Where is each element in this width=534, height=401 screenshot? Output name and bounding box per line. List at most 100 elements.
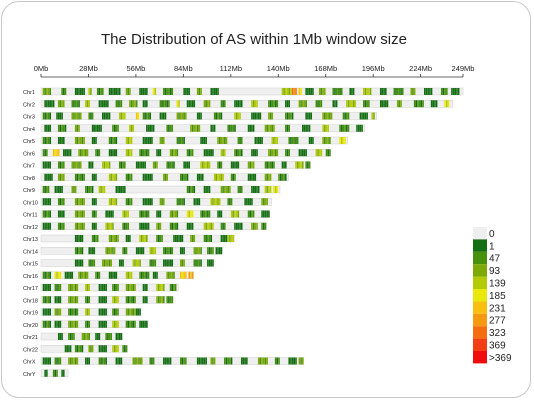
window-cell: [88, 161, 90, 169]
window-cell: [152, 271, 155, 279]
window-cell: [66, 149, 68, 157]
window-cell: [151, 137, 153, 144]
chromosome-label: Chr14: [23, 249, 38, 255]
window-cell: [444, 100, 446, 108]
window-cell: [242, 357, 245, 365]
window-cell: [273, 149, 275, 157]
window-cell: [273, 137, 275, 144]
x-tick-label: 196Mb: [362, 64, 385, 73]
window-cell: [129, 149, 131, 157]
chromosome-row: Chr2: [23, 100, 454, 108]
window-cell: [171, 149, 174, 157]
window-cell: [179, 198, 182, 206]
window-cell: [202, 210, 204, 218]
window-cell: [202, 357, 204, 365]
window-cell: [254, 149, 257, 157]
window-cell: [254, 112, 257, 120]
window-cell: [159, 222, 162, 230]
window-cell: [91, 259, 94, 267]
window-cell: [261, 137, 263, 144]
window-cell: [129, 173, 131, 181]
window-cell: [44, 308, 46, 316]
window-cell: [171, 161, 174, 169]
window-cell: [281, 173, 284, 181]
window-cell: [76, 308, 79, 316]
window-cell: [220, 161, 223, 169]
window-cell: [69, 333, 72, 340]
window-cell: [103, 320, 106, 328]
window-cell: [42, 320, 45, 328]
window-cell: [86, 308, 89, 316]
window-cell: [183, 259, 185, 267]
chromosome-label: Chr19: [23, 311, 38, 317]
window-cell: [78, 100, 80, 108]
window-cell: [181, 137, 184, 144]
window-cell: [168, 124, 170, 132]
window-cell: [113, 88, 116, 95]
window-cell: [147, 210, 150, 218]
window-cell: [56, 186, 58, 193]
window-cell: [298, 161, 301, 169]
chromosome-bar: [40, 87, 464, 96]
window-cell: [103, 308, 106, 316]
window-cell: [218, 247, 221, 255]
window-cell: [322, 137, 324, 144]
window-cell: [186, 88, 189, 95]
window-cell: [102, 320, 104, 328]
window-cell: [108, 173, 111, 181]
window-cell: [179, 357, 182, 365]
window-cell: [105, 284, 107, 291]
chromosome-row: Chr3: [23, 112, 377, 121]
window-cell: [363, 112, 365, 120]
window-cell: [117, 100, 119, 108]
window-cell: [112, 345, 114, 353]
window-cell: [129, 284, 131, 291]
window-cell: [190, 100, 192, 108]
window-cell: [63, 222, 65, 230]
window-cell: [102, 88, 104, 95]
window-cell: [142, 271, 145, 279]
window-cell: [112, 149, 114, 157]
window-cell: [127, 308, 129, 316]
window-cell: [129, 235, 131, 242]
window-cell: [207, 161, 209, 169]
window-cell: [76, 161, 79, 169]
window-cell: [271, 149, 274, 157]
window-cell: [129, 271, 131, 279]
window-cell: [118, 186, 121, 193]
window-cell: [161, 100, 163, 108]
window-cell: [246, 198, 248, 206]
window-cell: [137, 247, 140, 255]
chromosome-row: Chr7: [23, 161, 311, 170]
window-cell: [68, 357, 70, 365]
window-cell: [79, 112, 82, 120]
window-cell: [240, 186, 243, 193]
window-cell: [74, 320, 77, 328]
window-cell: [115, 296, 118, 304]
legend-swatch: [473, 338, 487, 351]
window-cell: [222, 137, 224, 144]
window-cell: [102, 296, 104, 304]
window-cell: [379, 88, 382, 95]
window-cell: [340, 124, 343, 132]
window-cell: [105, 112, 107, 120]
window-cell: [285, 161, 287, 169]
window-cell: [71, 112, 74, 120]
window-cell: [222, 149, 224, 157]
chromosome-row: Chr1: [23, 87, 464, 96]
window-cell: [301, 100, 304, 108]
window-cell: [134, 259, 136, 267]
window-cell: [347, 124, 350, 132]
chromosome-bar: [40, 185, 281, 194]
window-cell: [251, 186, 253, 193]
window-cell: [66, 345, 68, 353]
window-cell: [200, 210, 202, 218]
window-cell: [164, 88, 167, 95]
legend-swatch: [473, 313, 487, 327]
window-cell: [156, 210, 158, 218]
window-cell: [132, 308, 135, 316]
window-cell: [86, 271, 89, 279]
window-cell: [283, 161, 285, 169]
window-cell: [318, 100, 321, 108]
window-cell: [54, 149, 57, 157]
